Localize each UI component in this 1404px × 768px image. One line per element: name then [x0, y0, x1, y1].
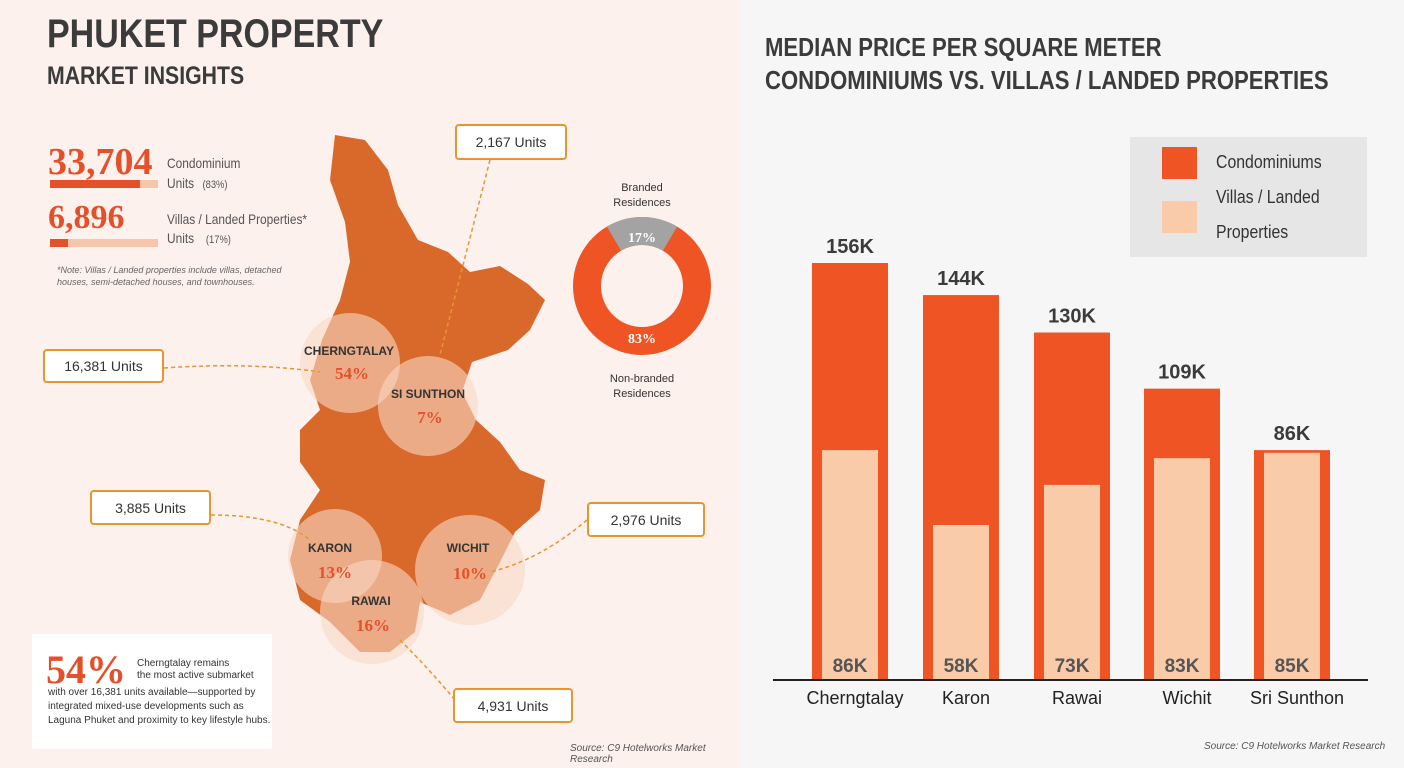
source-note: Source: C9 Hotelworks Market Research — [570, 743, 706, 765]
villa-label: Villas / Landed Properties* — [167, 211, 308, 227]
area-name: CHERNGTALAY — [303, 344, 394, 358]
area-name: WICHIT — [446, 541, 490, 555]
label-condo-0: 156K — [826, 236, 874, 258]
label-condo-1: 144K — [937, 268, 985, 290]
callout-sisunthon: 2,167 Units — [455, 124, 567, 160]
label: Residences — [613, 197, 671, 209]
condo-pct: (83%) — [202, 179, 228, 191]
villa-units-label: Units — [167, 230, 195, 246]
x-tick-label-1: Karon — [942, 688, 990, 708]
callout-rawai: 4,931 Units — [453, 688, 573, 723]
bar-villa-3 — [1154, 458, 1210, 680]
villa-pct: (17%) — [205, 234, 231, 246]
insight-line: Cherngtalay remains — [137, 658, 230, 669]
condo-share-bar — [50, 180, 158, 188]
bar-villa-2 — [1044, 484, 1100, 680]
donut-bottom-label: Non-branded Residences — [572, 372, 712, 402]
label-condo-2: 130K — [1048, 306, 1096, 328]
condo-label: Condominium — [167, 155, 241, 171]
label: Non-branded — [609, 373, 675, 385]
label-condo-4: 86K — [1274, 423, 1311, 445]
label-villa-0: 86K — [833, 656, 868, 677]
area-pct: 10% — [453, 564, 487, 583]
insight-line: integrated mixed-use developments such a… — [48, 701, 244, 712]
label-villa-1: 58K — [944, 656, 979, 677]
legend-swatch-condo — [1162, 147, 1197, 179]
insight-line: with over 16,381 units available—support… — [48, 687, 256, 698]
note-line: houses, semi-detached houses, and townho… — [57, 277, 255, 287]
insight-box: 54% Cherngtalay remains the most active s… — [32, 634, 272, 749]
area-pct: 54% — [335, 364, 369, 383]
callout-karon: 3,885 Units — [90, 490, 211, 525]
label-villa-4: 85K — [1275, 656, 1310, 677]
chart-subtitle: CONDOMINIUMS VS. VILLAS / LANDED PROPERT… — [765, 65, 1329, 95]
left-panel: PHUKET PROPERTY MARKET INSIGHTS 33,704 C… — [32, 12, 712, 765]
donut-branded — [573, 217, 711, 355]
page-title: PHUKET PROPERTY — [47, 12, 384, 56]
callout-wichit: 2,976 Units — [587, 502, 705, 537]
connector-sisunthon — [439, 159, 491, 356]
donut-nonbranded-pct: 83% — [628, 332, 656, 347]
insight-pct: 54% — [46, 647, 126, 692]
bar-villa-0 — [822, 450, 878, 680]
phuket-map — [163, 135, 711, 701]
connector-rawai — [399, 639, 456, 701]
note-line: *Note: Villas / Landed properties includ… — [57, 265, 282, 275]
donut-chart — [573, 217, 711, 355]
insight-line: Laguna Phuket and proximity to key lifes… — [48, 715, 271, 726]
rawai-circle — [320, 560, 424, 664]
area-name: KARON — [308, 541, 352, 555]
callout-cherngtalay: 16,381 Units — [43, 349, 164, 383]
area-pct: 7% — [417, 408, 443, 427]
legend-label-villa: Villas / Landed — [1216, 187, 1320, 207]
condo-units-label: Units — [167, 175, 195, 191]
label-condo-3: 109K — [1158, 362, 1206, 384]
connector-wichit — [489, 519, 588, 573]
page-subtitle: MARKET INSIGHTS — [47, 62, 245, 90]
donut-top-label: Branded Residences — [572, 181, 712, 211]
legend-swatch-villa — [1162, 201, 1197, 233]
chart-legend: Condominiums Villas / Landed Properties — [1130, 137, 1367, 257]
chart-title: MEDIAN PRICE PER SQUARE METER — [765, 32, 1162, 62]
label: Residences — [613, 388, 671, 400]
chart-source: Source: C9 Hotelworks Market Research — [1204, 741, 1386, 752]
x-tick-label-0: Cherngtalay — [806, 688, 903, 708]
bar-villa-4 — [1264, 452, 1320, 680]
bar-villa-1 — [933, 524, 989, 680]
villa-share-bar — [50, 239, 158, 247]
cherngtalay-circle — [300, 313, 400, 413]
area-name: RAWAI — [351, 594, 391, 608]
area-name: SI SUNTHON — [390, 387, 465, 401]
label: Branded — [621, 182, 663, 194]
donut-branded-pct: 17% — [628, 231, 656, 246]
legend-label-condo: Condominiums — [1216, 152, 1322, 172]
insight-line: the most active submarket — [137, 670, 254, 681]
area-pct: 16% — [356, 616, 390, 635]
label-villa-3: 83K — [1165, 656, 1200, 677]
x-tick-label-2: Rawai — [1052, 688, 1102, 708]
condo-units-value: 33,704 — [48, 141, 153, 183]
label-villa-2: 73K — [1055, 656, 1090, 677]
legend-label-villa-2: Properties — [1216, 222, 1289, 242]
x-tick-label-3: Wichit — [1163, 688, 1212, 708]
note: *Note: Villas / Landed properties includ… — [57, 264, 281, 288]
x-tick-label-4: Sri Sunthon — [1250, 688, 1344, 708]
connector-karon — [210, 514, 311, 541]
area-pct: 13% — [318, 563, 352, 582]
wichit-circle — [415, 515, 525, 625]
sisunthon-circle — [378, 356, 478, 456]
villa-units-value: 6,896 — [48, 199, 125, 236]
